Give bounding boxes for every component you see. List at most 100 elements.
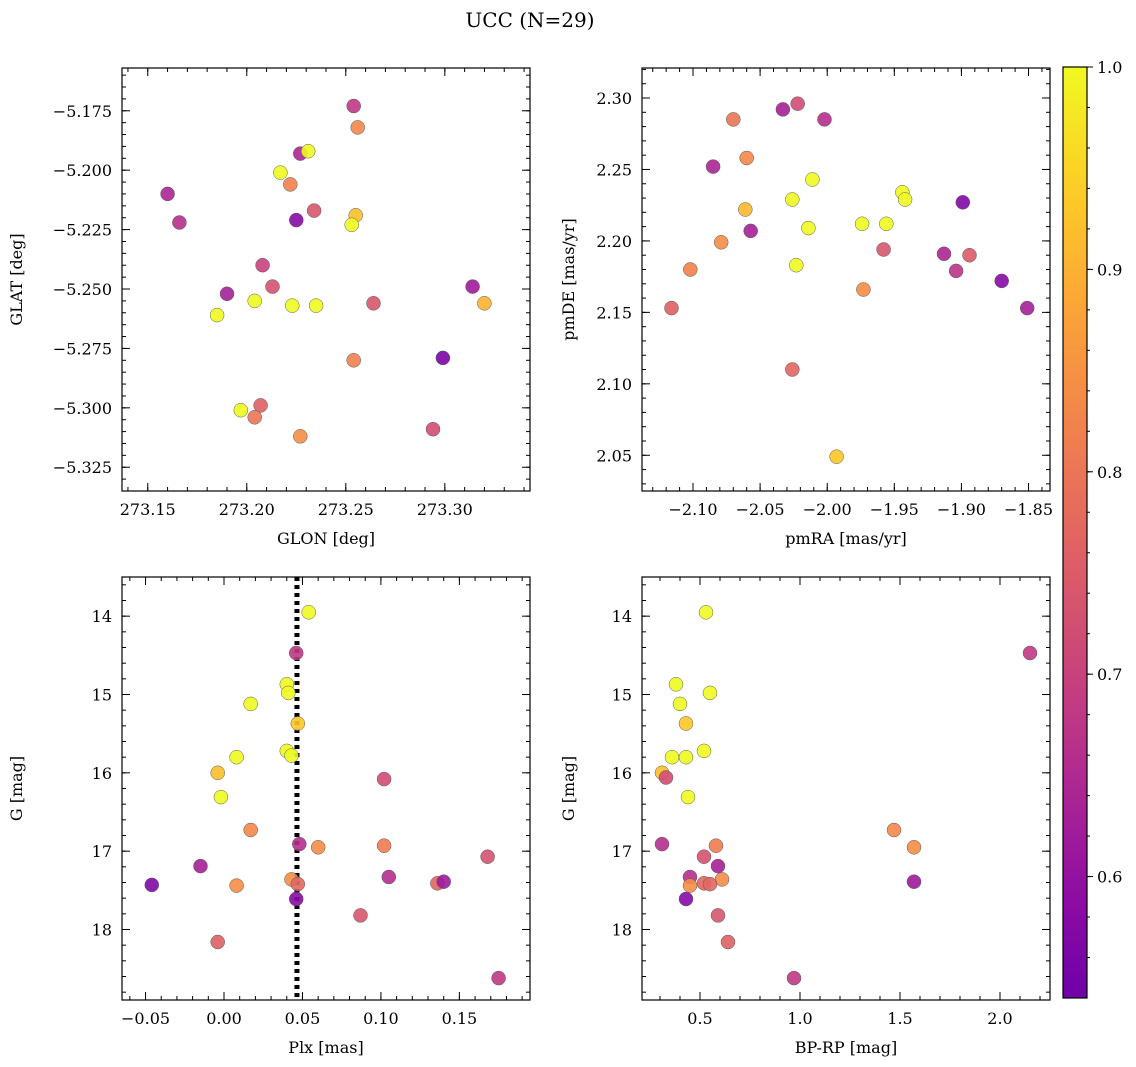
- axes-frame: [121, 67, 531, 492]
- axes-frame: [121, 576, 531, 1001]
- scatter-point: [678, 716, 694, 731]
- scatter-point: [193, 858, 208, 874]
- x-tick-label: −1.85: [1004, 500, 1053, 519]
- scatter-point: [160, 186, 175, 202]
- x-tick-label: 273.15: [120, 500, 176, 519]
- points: [654, 605, 1038, 986]
- scatter-point: [289, 212, 304, 228]
- x-tick-label: 273.25: [318, 500, 374, 519]
- scatter-point: [288, 891, 304, 907]
- colorbar: 0.6 0.7 0.8 0.9 1.0: [1062, 58, 1122, 999]
- scatter-point: [739, 150, 754, 166]
- scatter-point: [284, 748, 299, 763]
- scatter-point: [664, 300, 679, 316]
- ticks: [122, 68, 530, 492]
- y-axis-label: pmDE [mas/yr]: [559, 218, 578, 341]
- scatter-point: [678, 749, 694, 765]
- figure-title: UCC (N=29): [465, 8, 594, 32]
- y-tick-label: −5.300: [53, 399, 112, 418]
- scatter-point: [255, 257, 270, 273]
- x-axis-label: pmRA [mas/yr]: [785, 529, 907, 548]
- scatter-point: [994, 273, 1009, 289]
- scatter-point: [350, 120, 365, 135]
- x-tick-label: −1.90: [937, 500, 986, 519]
- y-axis-label: G [mag]: [7, 756, 26, 821]
- scatter-point: [829, 449, 844, 464]
- scatter-point: [672, 696, 688, 712]
- scatter-point: [306, 203, 322, 218]
- y-tick-label: −5.200: [53, 161, 112, 180]
- scatter-point: [683, 262, 698, 277]
- scatter-point: [702, 876, 718, 892]
- scatter-point: [789, 257, 804, 273]
- y-tick-label: 18: [92, 921, 112, 940]
- scatter-point: [265, 279, 280, 294]
- scatter-point: [233, 402, 249, 418]
- scatter-point: [290, 876, 306, 892]
- scatter-point: [906, 840, 922, 855]
- scatter-point: [210, 765, 225, 781]
- y-axis-label: G [mag]: [559, 756, 578, 821]
- scatter-point: [344, 217, 359, 233]
- scatter-point: [425, 421, 441, 437]
- y-tick-label: 2.30: [596, 89, 632, 108]
- y-tick-label: 17: [92, 842, 112, 861]
- scatter-point: [210, 934, 225, 950]
- x-tick-label: 0.10: [363, 1009, 399, 1028]
- scatter-point: [696, 849, 712, 864]
- scatter-point: [346, 353, 361, 368]
- scatter-point: [682, 878, 698, 893]
- x-tick-label: 0.15: [442, 1009, 478, 1028]
- scatter-point: [366, 296, 381, 311]
- scatter-point: [288, 645, 304, 661]
- y-tick-label: 2.25: [596, 160, 632, 179]
- scatter-point: [310, 840, 326, 855]
- scatter-point: [491, 970, 506, 986]
- scatter-point: [962, 247, 977, 263]
- scatter-point: [301, 605, 316, 620]
- scatter-point: [477, 296, 492, 311]
- y-tick-label: 2.20: [596, 232, 632, 251]
- scatter-point: [710, 858, 726, 874]
- y-tick-label: −5.175: [53, 102, 112, 121]
- scatter-point: [465, 279, 480, 294]
- scatter-point: [213, 789, 229, 805]
- scatter-point: [698, 605, 714, 620]
- scatter-point: [300, 143, 316, 159]
- scatter-panel-1: 273.15 273.20 273.25 273.30 −5.175 −5.200 −5.2…: [7, 67, 531, 548]
- colorbar-gradient: [1062, 66, 1088, 999]
- x-axis-label: Plx [mas]: [288, 1038, 363, 1057]
- points: [144, 605, 506, 986]
- scatter-point: [219, 286, 235, 302]
- scatter-panel-3: −0.05 0.00 0.05 0.10 0.15 14 15 16 17 18 Plx [mas]…: [7, 576, 531, 1057]
- ticks: [642, 577, 1050, 1000]
- y-tick-label: 14: [92, 607, 112, 626]
- scatter-point: [738, 202, 753, 217]
- points: [664, 96, 1035, 464]
- scatter-point: [376, 771, 392, 787]
- scatter-panel-2: −2.10 −2.05 −2.00 −1.95 −1.90 −1.85 2.05 2.10 2.…: [559, 67, 1053, 548]
- y-tick-label: 14: [612, 607, 632, 626]
- scatter-point: [664, 749, 680, 765]
- y-tick-label: 18: [612, 921, 632, 940]
- scatter-panel-4: 0.5 1.0 1.5 2.0 14 15 16 17 18 BP-RP [mag] G [mag]: [559, 576, 1051, 1057]
- colorbar-tick-label: 0.9: [1097, 260, 1122, 279]
- scatter-point: [1022, 645, 1038, 661]
- scatter-point: [247, 410, 262, 425]
- colorbar-tick-label: 0.6: [1097, 868, 1122, 887]
- points: [160, 98, 492, 444]
- x-tick-label: 0.05: [285, 1009, 321, 1028]
- scatter-panels: 273.15 273.20 273.25 273.30 −5.175 −5.200 −5.2…: [7, 67, 1053, 1057]
- x-tick-label: 2.0: [987, 1009, 1012, 1028]
- scatter-point: [285, 298, 300, 313]
- y-tick-label: 15: [612, 686, 632, 705]
- x-axis-label: BP-RP [mag]: [795, 1038, 897, 1057]
- scatter-point: [708, 838, 724, 853]
- scatter-point: [936, 246, 952, 262]
- x-tick-label: 0.5: [687, 1009, 712, 1028]
- y-tick-label: −5.275: [53, 339, 112, 358]
- scatter-point: [172, 215, 187, 230]
- scatter-point: [229, 749, 244, 765]
- scatter-point: [879, 216, 894, 232]
- colorbar-tick-label: 0.8: [1097, 463, 1122, 482]
